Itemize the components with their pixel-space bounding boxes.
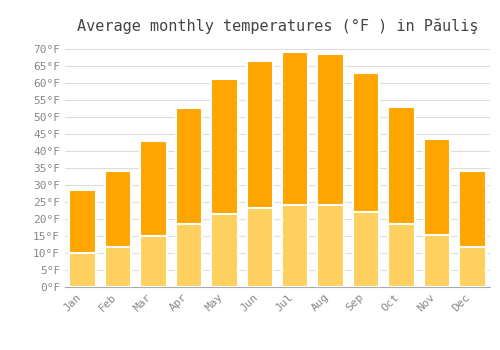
Bar [353, 212, 380, 287]
Bar [70, 253, 96, 287]
Bar [388, 107, 414, 287]
Bar [459, 246, 485, 287]
Bar [388, 224, 414, 287]
Bar [70, 190, 96, 287]
Bar [459, 171, 485, 287]
Bar [282, 205, 308, 287]
Bar [424, 235, 450, 287]
Bar [318, 205, 344, 287]
Bar [353, 73, 380, 287]
Bar [140, 236, 167, 287]
Bar [176, 224, 202, 287]
Bar [318, 54, 344, 287]
Bar [105, 171, 132, 287]
Bar [211, 214, 238, 287]
Bar [211, 79, 238, 287]
Bar [140, 141, 167, 287]
Bar [176, 108, 202, 287]
Title: Average monthly temperatures (°F ) in Păuliş: Average monthly temperatures (°F ) in Pă… [77, 19, 478, 34]
Bar [282, 52, 308, 287]
Bar [246, 61, 273, 287]
Bar [246, 208, 273, 287]
Bar [105, 246, 132, 287]
Bar [424, 139, 450, 287]
